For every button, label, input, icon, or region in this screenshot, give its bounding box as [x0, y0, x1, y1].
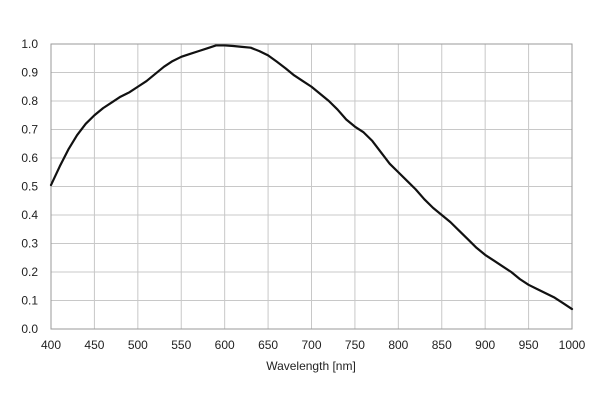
x-tick-label: 700	[301, 338, 321, 352]
x-tick-label: 750	[345, 338, 365, 352]
x-tick-label: 500	[128, 338, 148, 352]
y-tick-label: 0.9	[21, 66, 38, 80]
y-tick-label: 0.8	[21, 94, 38, 108]
x-tick-label: 650	[258, 338, 278, 352]
y-tick-labels: 0.0 0.1 0.2 0.3 0.4 0.5 0.6 0.7 0.8 0.9 1.0	[21, 37, 38, 336]
y-tick-label: 0.1	[21, 294, 38, 308]
y-tick-label: 0.2	[21, 265, 38, 279]
x-tick-label: 450	[84, 338, 104, 352]
y-tick-label: 0.6	[21, 151, 38, 165]
x-tick-label: 800	[388, 338, 408, 352]
x-tick-labels: 400 450 500 550 600 650 700 750 800 850 900 950 1000	[41, 338, 586, 352]
x-axis-title: Wavelength [nm]	[266, 359, 356, 373]
response-curve-line	[49, 44, 574, 311]
x-tick-label: 400	[41, 338, 61, 352]
plot-frame	[50, 43, 573, 330]
y-tick-label: 0.5	[21, 180, 38, 194]
x-tick-label: 1000	[559, 338, 586, 352]
data-series	[49, 44, 574, 311]
y-tick-label: 1.0	[21, 37, 38, 51]
x-tick-label: 550	[171, 338, 191, 352]
y-tick-label: 0.7	[21, 123, 38, 137]
x-tick-label: 950	[519, 338, 539, 352]
x-tick-label: 900	[475, 338, 495, 352]
x-tick-label: 850	[432, 338, 452, 352]
y-tick-label: 0.3	[21, 237, 38, 251]
x-tick-label: 600	[215, 338, 235, 352]
y-tick-label: 0.4	[21, 208, 38, 222]
plot-border	[50, 43, 573, 330]
y-tick-label: 0.0	[21, 322, 38, 336]
